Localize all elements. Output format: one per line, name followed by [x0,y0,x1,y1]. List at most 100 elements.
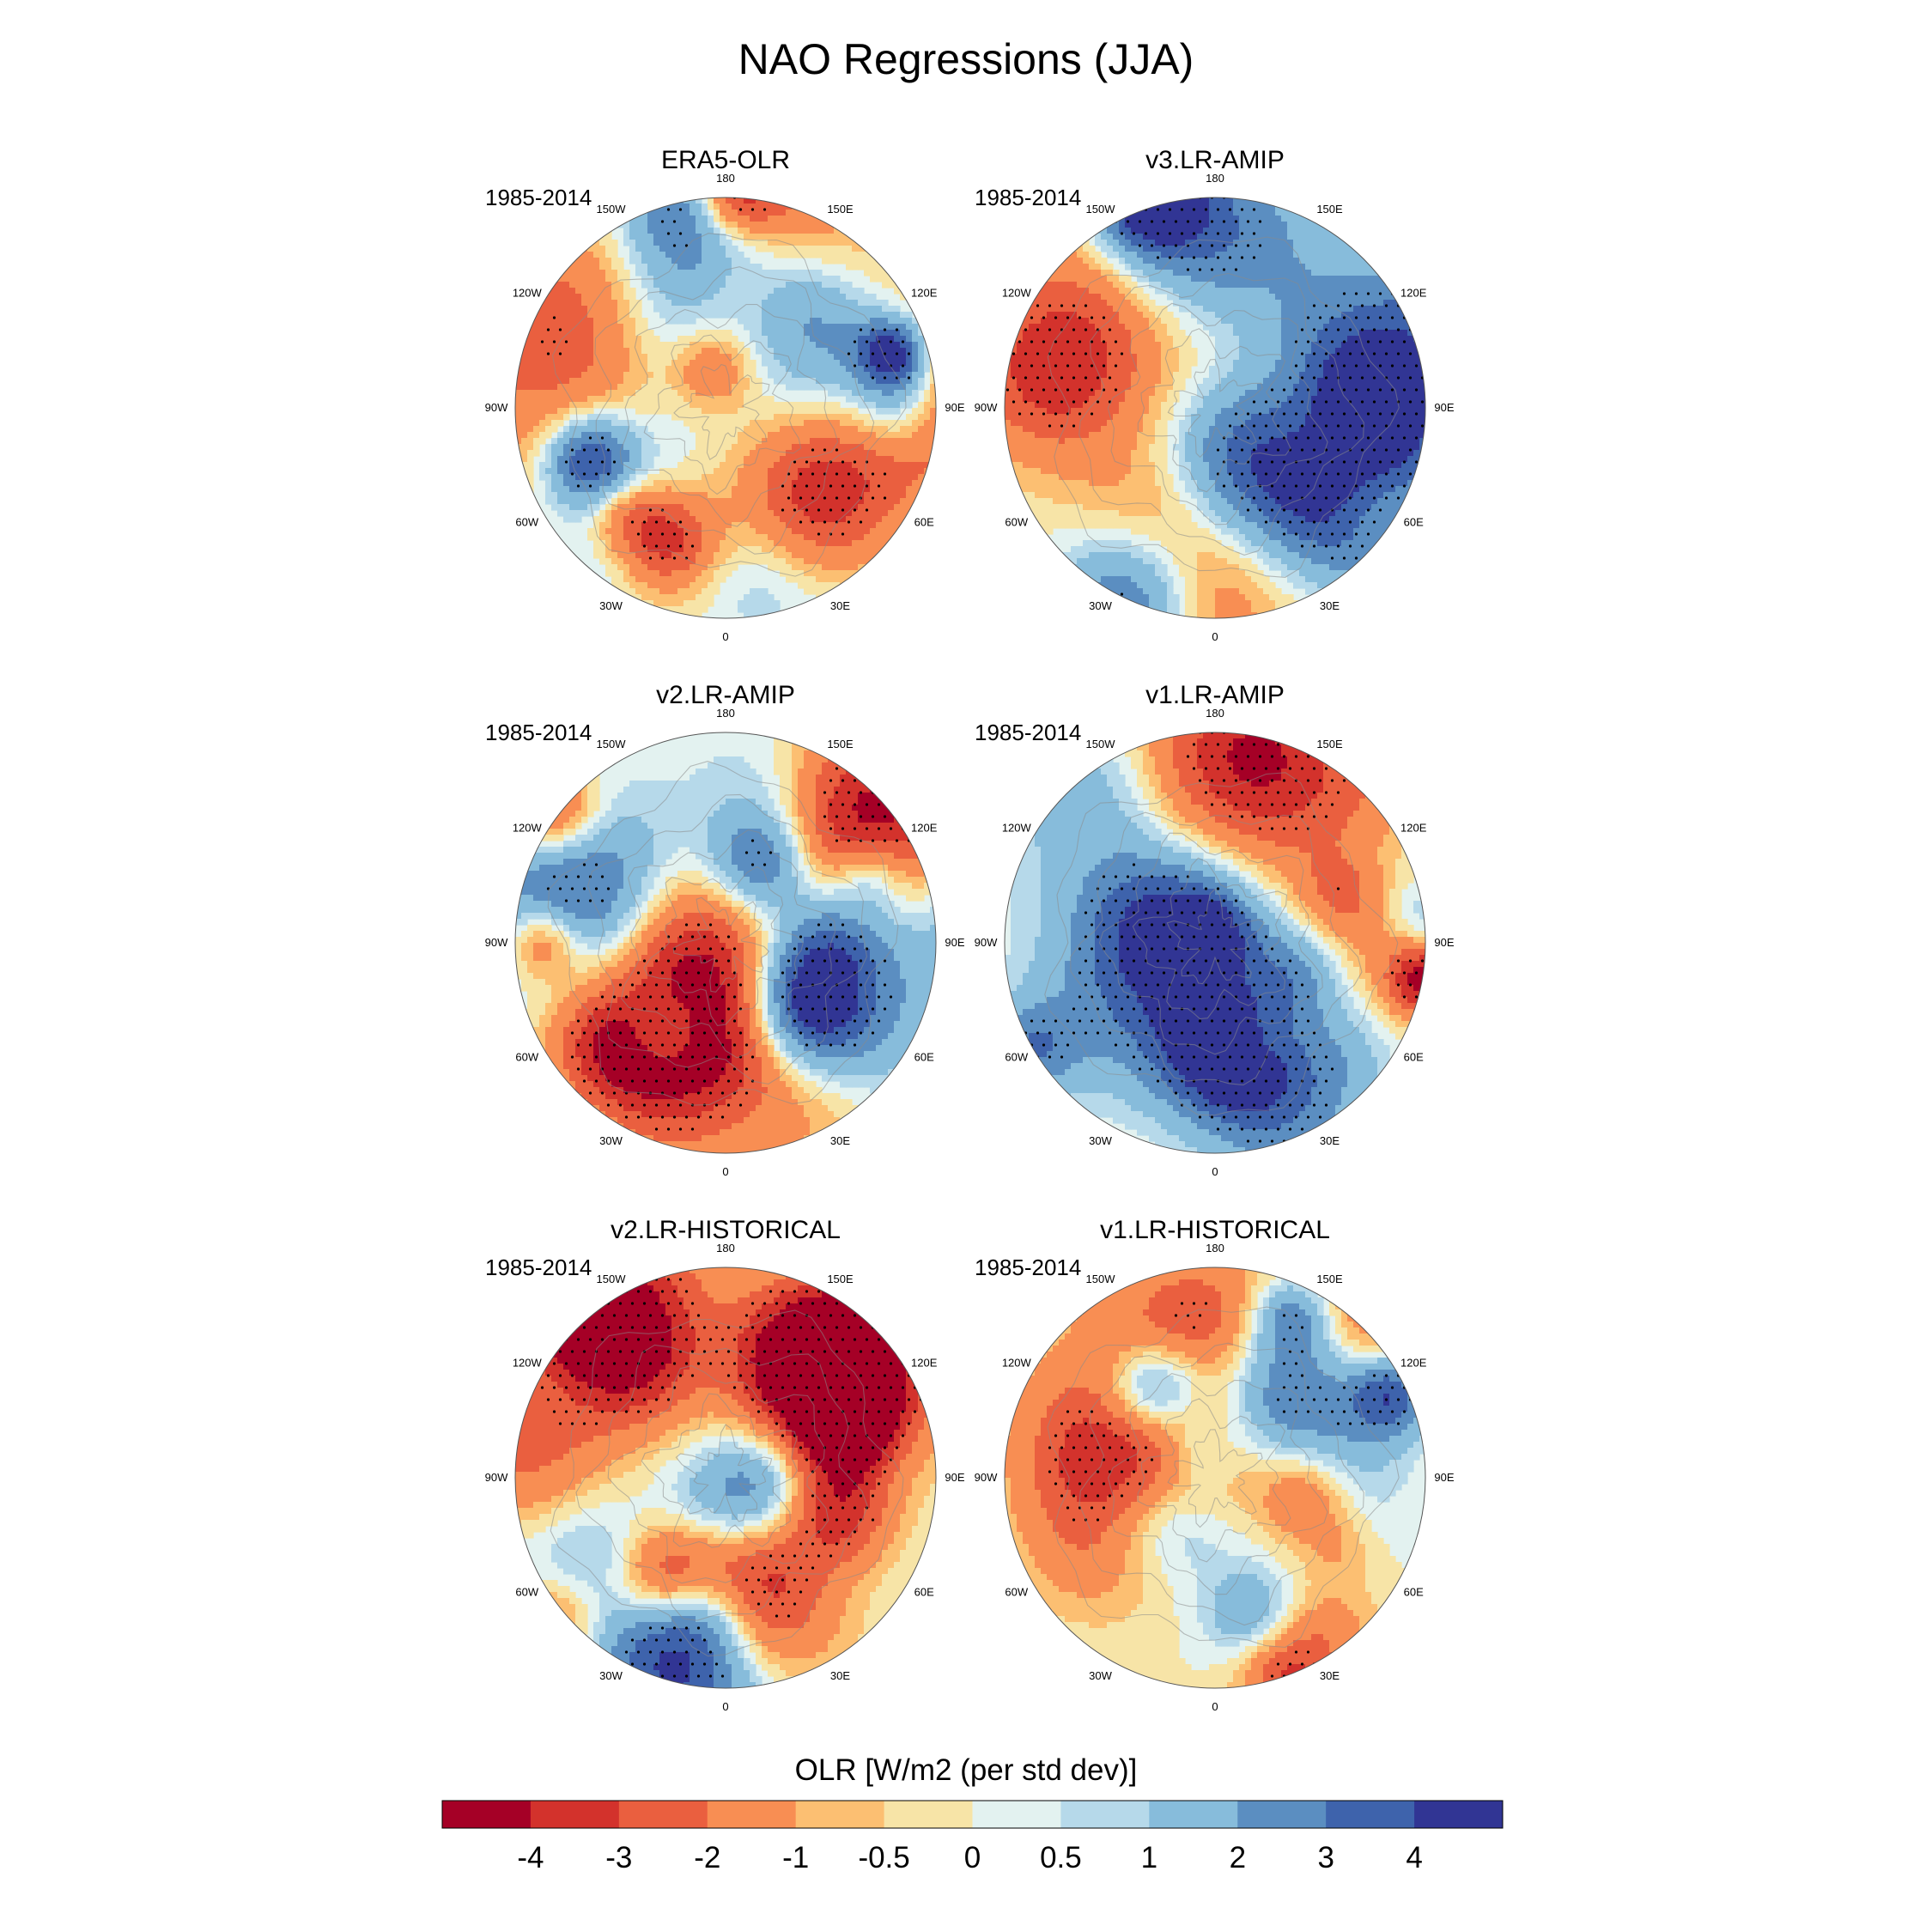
longitude-label: 90E [1434,936,1454,949]
longitude-label: 30W [599,1134,623,1147]
longitude-label: 120W [1002,822,1032,835]
colorbar-swatch [1237,1801,1327,1828]
longitude-label: 120W [513,1357,543,1370]
colorbar-swatch [972,1801,1061,1828]
panel-title: v3.LR-AMIP [975,146,1455,175]
colorbar-tick-label: -4 [517,1841,544,1874]
colorbar-tick-label: 0.5 [1040,1841,1082,1874]
longitude-label: 180 [716,172,735,185]
longitude-label: 180 [1206,707,1224,720]
longitude-label: 90W [975,936,998,949]
longitude-label: 150E [1316,738,1343,750]
longitude-label: 150W [1086,738,1116,750]
colorbar-swatch [618,1801,708,1828]
longitude-label: 180 [1206,172,1224,185]
longitude-label: 90W [485,401,508,414]
panel-title: v2.LR-HISTORICAL [485,1216,966,1245]
colorbar-swatch [530,1801,620,1828]
figure-title: NAO Regressions (JJA) [0,34,1932,84]
longitude-label: 150E [827,738,854,750]
longitude-label: 0 [722,1700,728,1713]
longitude-label: 150W [1086,203,1116,216]
longitude-label: 180 [716,1242,735,1255]
longitude-label: 60E [914,1586,934,1599]
longitude-label: 90W [485,1471,508,1484]
longitude-label: 120W [513,822,543,835]
longitude-label: 150E [827,1273,854,1285]
colorbar-swatch [1149,1801,1238,1828]
longitude-label: 150W [597,203,627,216]
map-panel-v1-lr-historical: v1.LR-HISTORICAL 1985-2014 180 150E 120E 90… [975,1216,1455,1714]
colorbar-tick-label: -2 [694,1841,720,1874]
longitude-label: 120E [911,1357,938,1370]
longitude-label: 90W [485,936,508,949]
map-panel-v1-lr-amip: v1.LR-AMIP 1985-2014 180 150E 120E 90E 60E 30… [975,681,1455,1179]
longitude-label: 150W [597,1273,627,1285]
longitude-label: 120W [1002,1357,1032,1370]
polar-map: 180 150E 120E 90E 60E 30E 0 30W 60W 90W 120W 150W [975,172,1455,643]
panel-period: 1985-2014 [975,185,1081,211]
longitude-label: 90E [945,936,964,949]
longitude-label: 30W [1089,599,1112,612]
colorbar-title: OLR [W/m2 (per std dev)] [0,1753,1932,1788]
colorbar-tick-label: 3 [1317,1841,1334,1874]
colorbar-swatch [1414,1801,1504,1828]
longitude-label: 120E [1400,822,1427,835]
longitude-label: 30W [599,599,623,612]
longitude-label: 60W [1005,1051,1028,1064]
colorbar-tick-label: -3 [605,1841,632,1874]
panel-title: v2.LR-AMIP [485,681,966,710]
colorbar-tick-label: -1 [782,1841,809,1874]
longitude-label: 150E [1316,203,1343,216]
longitude-label: 60W [1005,1586,1028,1599]
map-panel-v2-lr-amip: v2.LR-AMIP 1985-2014 180 150E 120E 90E 60E 30… [485,681,966,1179]
longitude-label: 120W [513,287,543,300]
longitude-label: 30W [1089,1669,1112,1682]
polar-map: 180 150E 120E 90E 60E 30E 0 30W 60W 90W 120W 150W [975,707,1455,1178]
colorbar-swatch [884,1801,973,1828]
longitude-label: 0 [1212,1165,1218,1178]
colorbar-tick-label: 0 [964,1841,981,1874]
colorbar-swatch [707,1801,797,1828]
longitude-label: 150E [827,203,854,216]
longitude-label: 30E [830,1669,850,1682]
polar-map: 180 150E 120E 90E 60E 30E 0 30W 60W 90W 120W 150W [975,1242,1455,1713]
longitude-label: 30E [830,599,850,612]
longitude-label: 90W [975,401,998,414]
longitude-label: 60E [1404,516,1424,529]
longitude-label: 0 [722,1165,728,1178]
longitude-label: 0 [722,630,728,643]
longitude-label: 60W [515,516,538,529]
panel-period: 1985-2014 [485,185,592,211]
longitude-label: 60W [515,1051,538,1064]
map-panel-v2-lr-historical: v2.LR-HISTORICAL 1985-2014 180 150E 120E 90… [485,1216,966,1714]
panel-period: 1985-2014 [485,720,592,746]
polar-map: 180 150E 120E 90E 60E 30E 0 30W 60W 90W 120W 150W [485,707,965,1178]
longitude-label: 120W [1002,287,1032,300]
longitude-label: 180 [716,707,735,720]
panel-period: 1985-2014 [485,1255,592,1281]
longitude-label: 120E [1400,1357,1427,1370]
longitude-label: 120E [1400,287,1427,300]
longitude-label: 30E [1320,1669,1340,1682]
colorbar-tick-label: 2 [1230,1841,1246,1874]
longitude-label: 60W [1005,516,1028,529]
longitude-label: 30E [830,1134,850,1147]
polar-map: 180 150E 120E 90E 60E 30E 0 30W 60W 90W 120W 150W [485,1242,965,1713]
colorbar-swatch [795,1801,885,1828]
map-panel-era5-olr: ERA5-OLR 1985-2014 180 150E 120E 90E 60E 30E 0… [485,146,966,644]
panel-title: ERA5-OLR [485,146,966,175]
colorbar-swatch [1060,1801,1150,1828]
colorbar-tick-label: -0.5 [858,1841,909,1874]
longitude-label: 180 [1206,1242,1224,1255]
longitude-label: 90E [945,1471,964,1484]
panel-period: 1985-2014 [975,1255,1081,1281]
longitude-label: 30E [1320,1134,1340,1147]
longitude-label: 90E [945,401,964,414]
longitude-label: 60E [1404,1051,1424,1064]
longitude-label: 30W [1089,1134,1112,1147]
polar-map: 180 150E 120E 90E 60E 30E 0 30W 60W 90W 120W 150W [485,172,965,643]
longitude-label: 60E [1404,1586,1424,1599]
longitude-label: 120E [911,822,938,835]
panel-title: v1.LR-HISTORICAL [975,1216,1455,1245]
